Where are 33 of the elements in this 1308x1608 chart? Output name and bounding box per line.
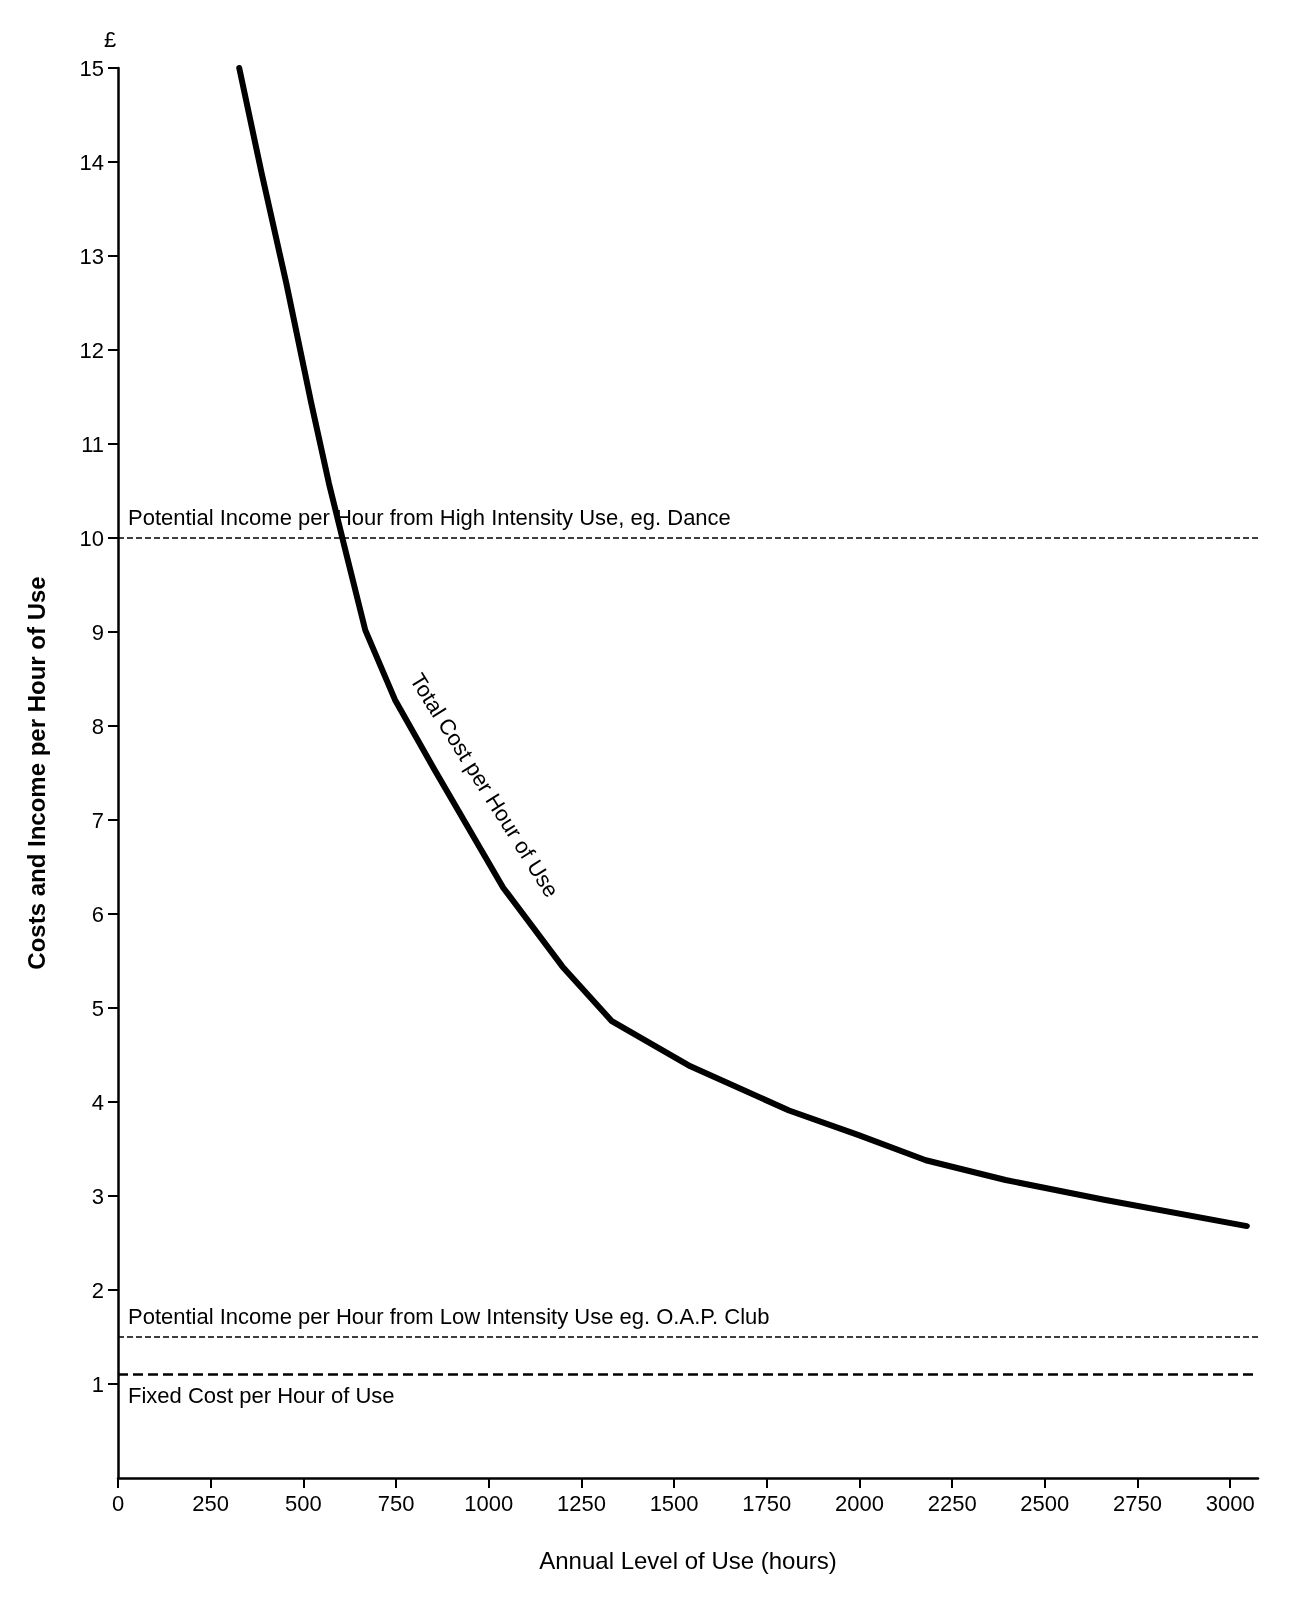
y-tick-label: 6 (91, 901, 104, 927)
y-axis-title: Costs and Income per Hour of Use (22, 576, 50, 970)
x-tick-label: 3000 (1205, 1490, 1255, 1516)
x-tick-label: 1250 (556, 1490, 606, 1516)
y-tick-label: 5 (91, 995, 104, 1021)
x-tick-label: 1750 (742, 1490, 792, 1516)
y-tick-label: 13 (79, 243, 104, 269)
y-tick-label: 2 (91, 1277, 104, 1303)
x-tick-label: 500 (285, 1490, 322, 1516)
y-tick-label: 7 (91, 807, 104, 833)
y-tick-label: 15 (79, 55, 104, 81)
x-tick-label: 2500 (1020, 1490, 1070, 1516)
y-tick-label: 10 (79, 525, 104, 551)
y-tick-label: 11 (81, 431, 104, 457)
y-tick-label: 14 (79, 149, 104, 175)
text: £ (104, 26, 117, 52)
x-tick-label: 2000 (834, 1490, 884, 1516)
x-tick-label: 250 (192, 1490, 230, 1516)
y-tick-label: 1 (91, 1371, 104, 1397)
x-tick-label: 1000 (464, 1490, 514, 1516)
x-tick-label: 0 (111, 1490, 125, 1516)
x-tick-label: 750 (377, 1490, 415, 1516)
x-tick-label: 2750 (1113, 1490, 1162, 1516)
y-tick-label: 12 (79, 337, 104, 363)
y-tick-label: 4 (91, 1089, 104, 1115)
x-axis-title: Annual Level of Use (hours) (539, 1546, 837, 1574)
y-tick-label: 8 (91, 713, 104, 739)
ref-line-label: Fixed Cost per Hour of Use (128, 1383, 395, 1409)
x-tick-label: 2250 (927, 1490, 977, 1516)
y-tick-label: 3 (91, 1183, 104, 1209)
ref-line-label: Potential Income per Hour from Low Intensity Use eg. O.A.P. Club (128, 1303, 770, 1329)
y-tick-label: 9 (91, 619, 104, 645)
x-tick-label: 1500 (649, 1490, 699, 1516)
